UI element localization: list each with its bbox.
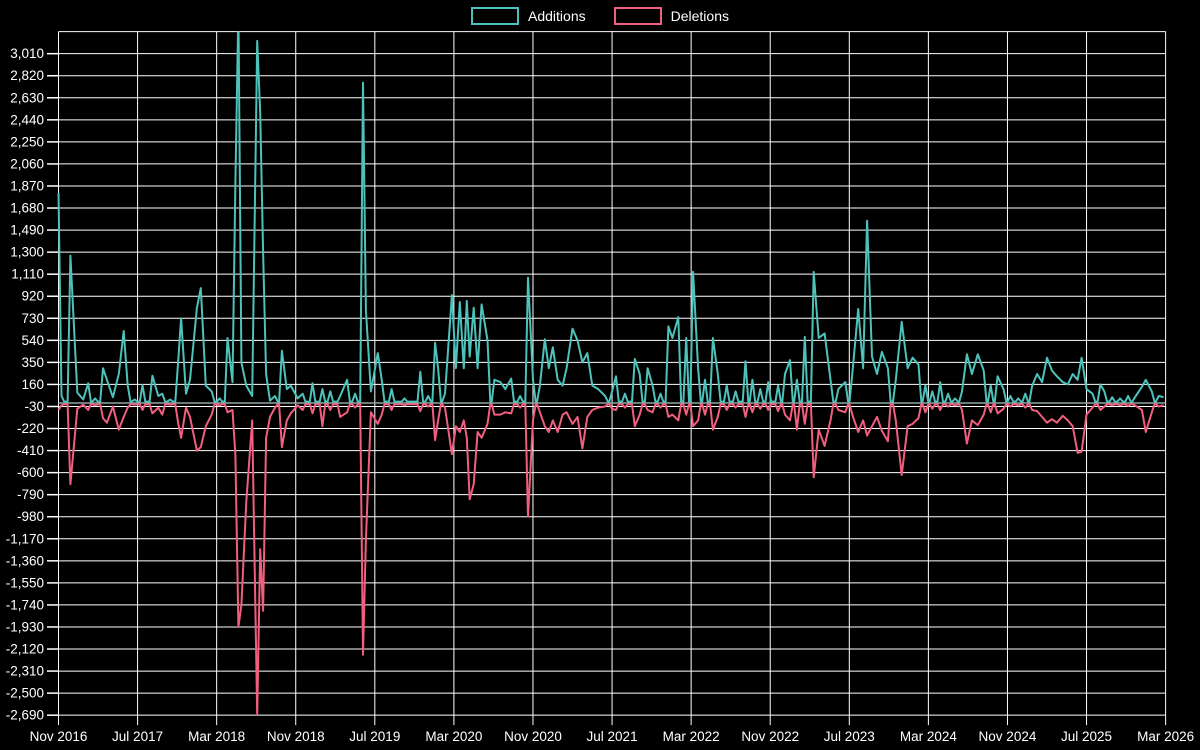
y-tick-label: -410 [17, 443, 44, 458]
y-tick-label: 540 [21, 333, 44, 348]
x-tick-label: Nov 2022 [741, 729, 799, 744]
y-tick-label: 350 [21, 355, 44, 370]
y-tick-label: 1,490 [10, 223, 44, 238]
y-tick-label: 1,300 [10, 245, 44, 260]
additions-series-line [57, 31, 1164, 403]
y-tick-label: 160 [21, 377, 44, 392]
y-tick-label: -2,690 [6, 708, 44, 723]
y-tick-label: -1,360 [6, 553, 44, 568]
y-axis-ticks: 3,010 2,820 2,630 2,440 2,250 2,060 1,870 1,680… [6, 46, 59, 723]
x-tick-label: Jul 2021 [587, 729, 638, 744]
grid-lines [58, 31, 1167, 726]
x-axis-ticks: Nov 2016 Jul 2017 Mar 2018 Nov 2018 Jul 2019… [30, 729, 1195, 744]
y-tick-label: -220 [17, 421, 44, 436]
y-tick-label: -1,550 [6, 575, 44, 590]
x-tick-label: Jul 2025 [1061, 729, 1112, 744]
legend-item-additions[interactable]: Additions [471, 7, 586, 25]
x-tick-label: Jul 2017 [112, 729, 163, 744]
y-tick-label: -30 [24, 399, 44, 414]
y-tick-label: 1,110 [11, 267, 44, 282]
x-tick-label: Jul 2019 [349, 729, 400, 744]
y-tick-label: 2,250 [10, 134, 44, 149]
additions-swatch-icon [471, 7, 520, 25]
x-tick-label: Mar 2020 [425, 729, 482, 744]
y-tick-label: 2,440 [10, 112, 44, 127]
additions-legend-label: Additions [528, 8, 586, 24]
y-tick-label: -790 [17, 487, 44, 502]
y-tick-label: 2,060 [10, 156, 44, 171]
deletions-series-line [57, 403, 1164, 716]
y-tick-label: -980 [17, 509, 44, 524]
x-tick-label: Nov 2018 [267, 729, 325, 744]
chart-legend: Additions Deletions [0, 7, 1200, 25]
y-tick-label: 1,870 [10, 178, 44, 193]
deletions-swatch-icon [613, 7, 662, 25]
x-tick-label: Jul 2023 [824, 729, 875, 744]
x-tick-label: Mar 2022 [663, 729, 720, 744]
y-tick-label: -1,930 [6, 619, 44, 634]
y-tick-label: 920 [21, 289, 44, 304]
deletions-legend-label: Deletions [670, 8, 729, 24]
x-tick-label: Nov 2024 [979, 729, 1037, 744]
x-tick-label: Nov 2020 [504, 729, 562, 744]
x-tick-label: Mar 2018 [188, 729, 245, 744]
y-tick-label: 3,010 [10, 46, 44, 61]
y-tick-label: -2,310 [6, 664, 44, 679]
y-tick-label: 2,630 [10, 90, 44, 105]
y-tick-label: 1,680 [10, 201, 44, 216]
y-tick-label: 2,820 [10, 68, 44, 83]
x-tick-label: Mar 2024 [900, 729, 958, 744]
x-tick-label: Nov 2016 [30, 729, 88, 744]
y-tick-label: -1,740 [6, 597, 44, 612]
x-tick-label: Mar 2026 [1137, 729, 1194, 744]
y-tick-label: 730 [21, 311, 44, 326]
y-tick-label: -2,120 [6, 642, 44, 657]
legend-item-deletions[interactable]: Deletions [613, 7, 729, 25]
y-tick-label: -600 [17, 465, 44, 480]
y-tick-label: -1,170 [6, 531, 44, 546]
y-tick-label: -2,500 [6, 686, 44, 701]
